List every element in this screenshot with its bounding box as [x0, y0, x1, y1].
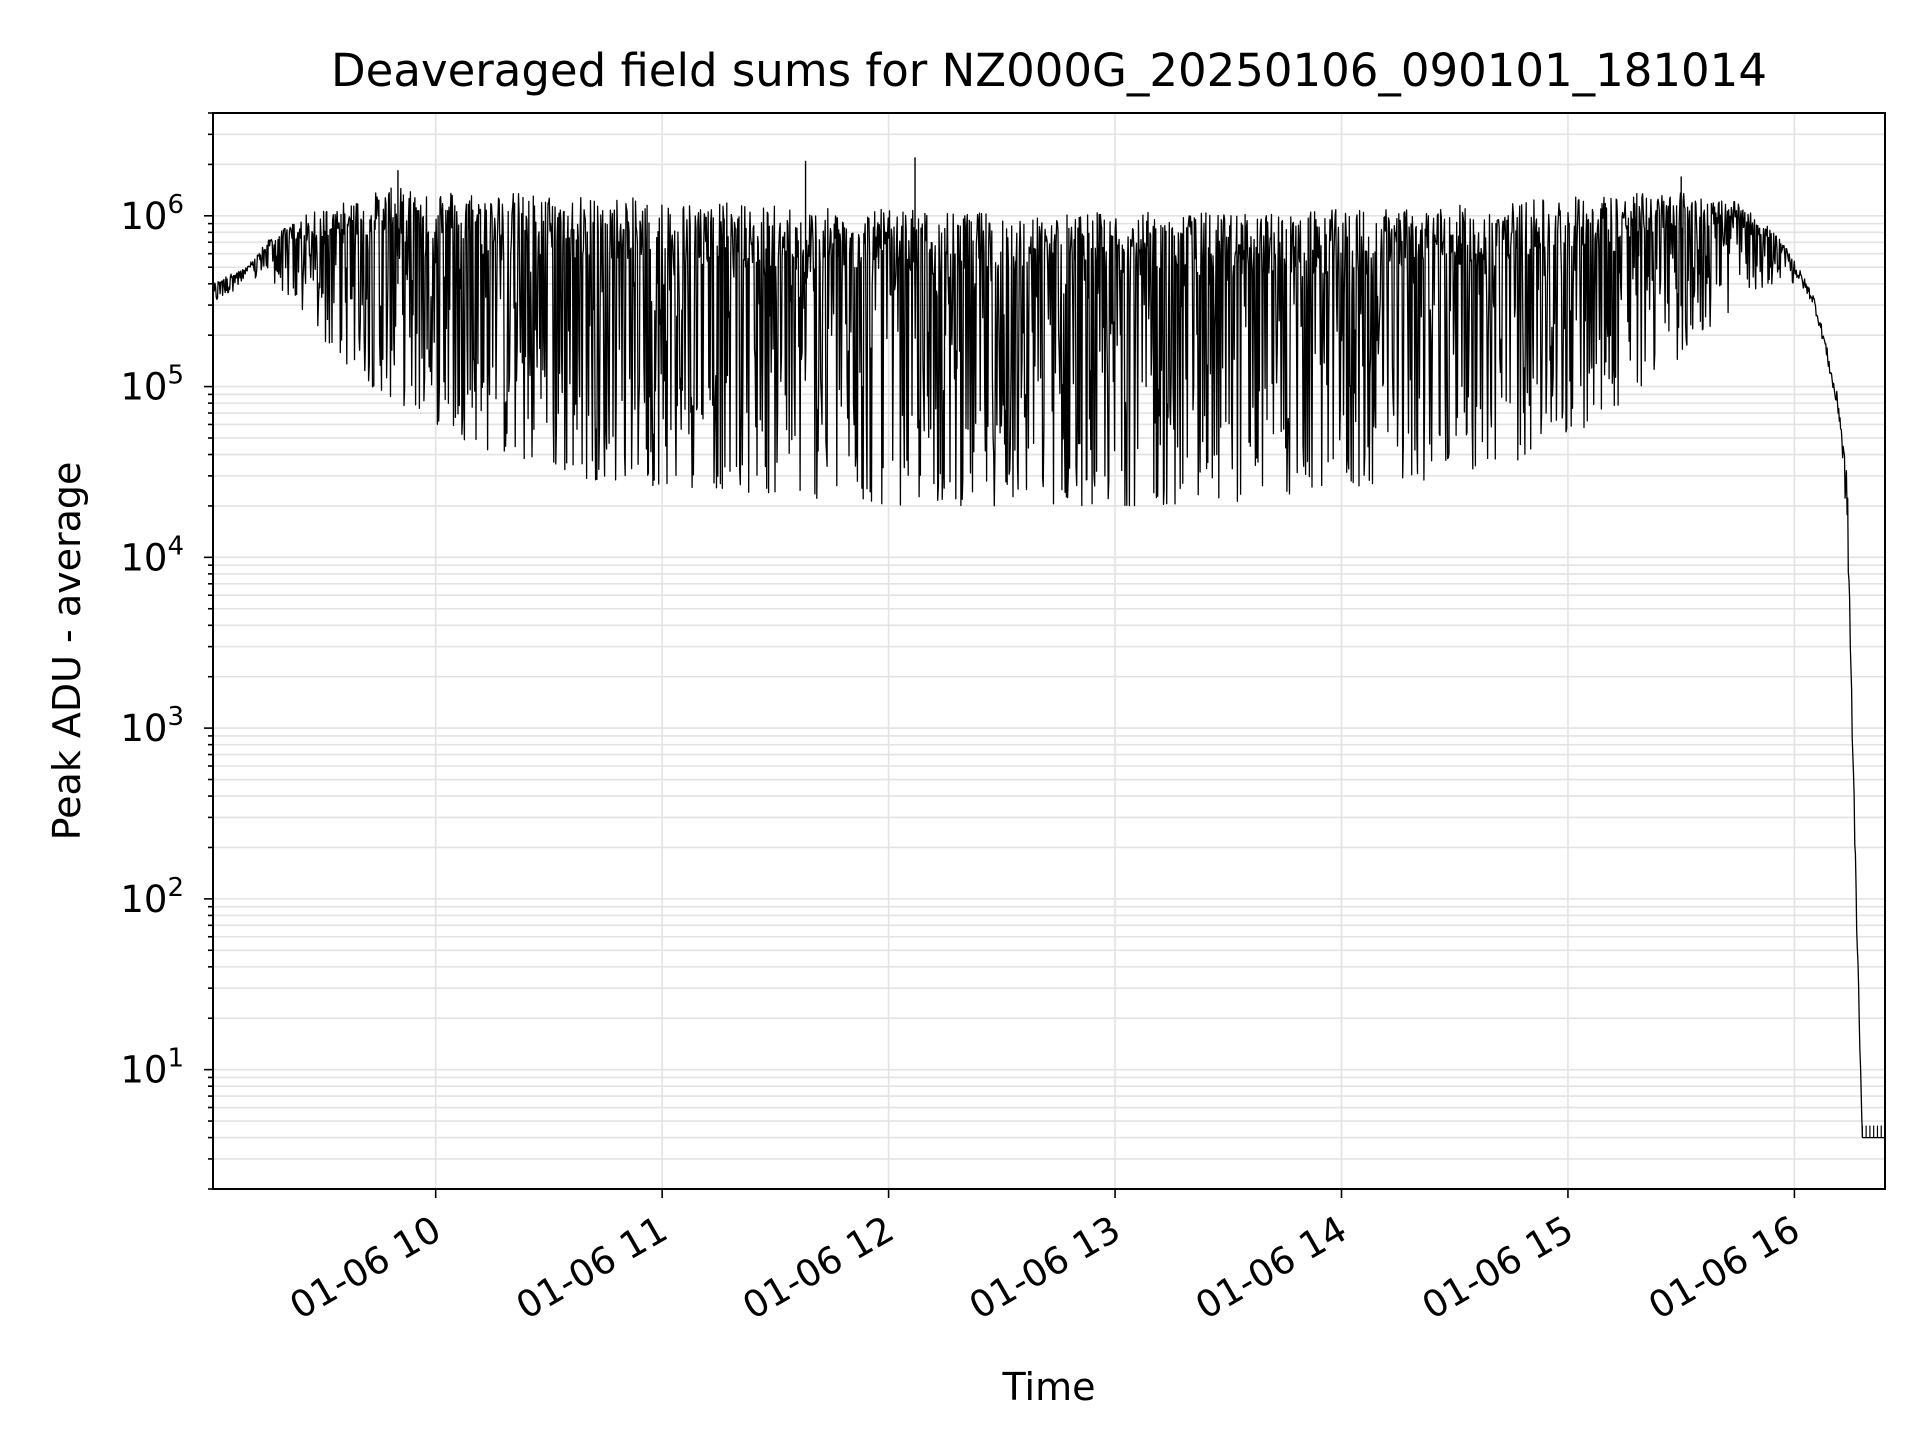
- y-axis-label: Peak ADU - average: [45, 462, 89, 841]
- x-axis-label: Time: [1002, 1365, 1096, 1409]
- y-tick-label: 105: [120, 361, 184, 409]
- series-path: [212, 187, 1886, 1139]
- y-tick-label: 106: [120, 190, 184, 238]
- y-tick-label: 103: [120, 702, 184, 750]
- y-tick-label: 104: [120, 531, 184, 579]
- grid: [213, 112, 1885, 1190]
- y-tick-label: 102: [120, 873, 184, 921]
- y-tick-label: 101: [120, 1044, 184, 1092]
- chart-title: Deaveraged field sums for NZ000G_2025010…: [331, 44, 1767, 97]
- plot-frame: [212, 112, 1886, 1190]
